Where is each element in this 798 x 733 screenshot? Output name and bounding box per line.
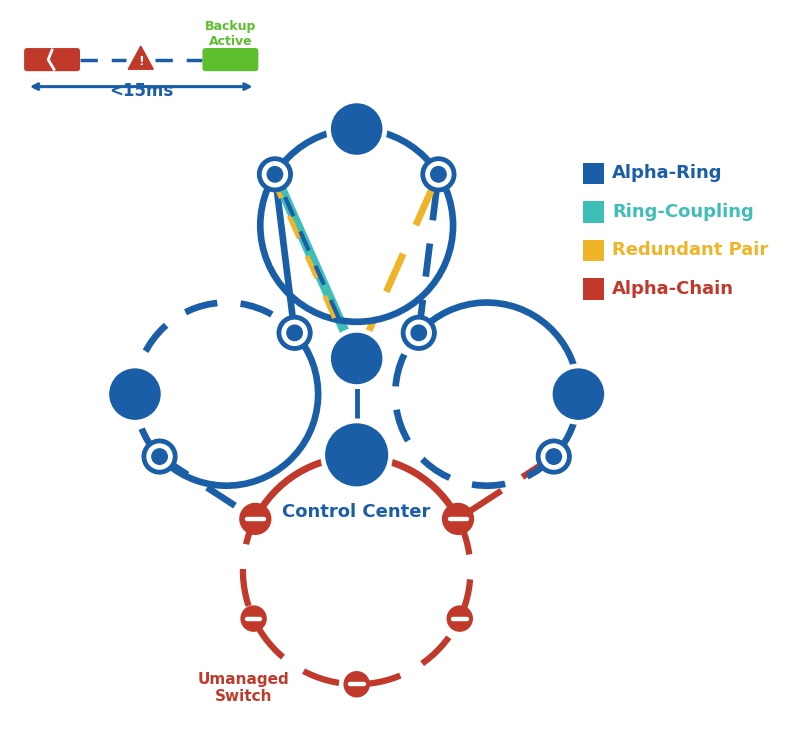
Circle shape (411, 325, 426, 341)
Circle shape (267, 166, 282, 182)
Circle shape (426, 162, 451, 187)
Circle shape (147, 444, 172, 469)
Circle shape (321, 419, 393, 490)
Text: Umanaged
Switch: Umanaged Switch (198, 671, 290, 704)
FancyBboxPatch shape (583, 163, 604, 184)
Circle shape (282, 320, 307, 345)
Circle shape (541, 444, 567, 469)
Text: Alpha-Chain: Alpha-Chain (612, 280, 734, 298)
Circle shape (406, 320, 431, 345)
Circle shape (344, 671, 369, 697)
Circle shape (546, 449, 562, 464)
Circle shape (110, 369, 160, 419)
Text: <15ms: <15ms (109, 82, 173, 100)
Circle shape (152, 449, 168, 464)
Text: Control Center: Control Center (282, 503, 431, 521)
Circle shape (263, 162, 287, 187)
Circle shape (431, 166, 446, 182)
Circle shape (277, 315, 312, 350)
Circle shape (327, 328, 386, 388)
Circle shape (548, 364, 608, 424)
Circle shape (443, 504, 473, 534)
Circle shape (421, 157, 456, 192)
FancyBboxPatch shape (24, 48, 80, 71)
Circle shape (536, 439, 571, 474)
Circle shape (553, 369, 603, 419)
Circle shape (327, 99, 386, 159)
Circle shape (240, 504, 271, 534)
Circle shape (326, 424, 388, 486)
Text: Ring-Coupling: Ring-Coupling (612, 203, 754, 221)
FancyBboxPatch shape (583, 240, 604, 261)
Polygon shape (128, 46, 153, 69)
Circle shape (447, 606, 472, 631)
Circle shape (258, 157, 292, 192)
Circle shape (401, 315, 436, 350)
Circle shape (105, 364, 165, 424)
Text: Redundant Pair: Redundant Pair (612, 241, 768, 259)
FancyBboxPatch shape (203, 48, 259, 71)
FancyBboxPatch shape (583, 279, 604, 300)
Circle shape (142, 439, 177, 474)
FancyBboxPatch shape (583, 202, 604, 223)
Circle shape (241, 606, 266, 631)
Text: Alpha-Ring: Alpha-Ring (612, 164, 723, 183)
Circle shape (332, 104, 381, 154)
Text: !: ! (138, 55, 144, 68)
Circle shape (332, 334, 381, 383)
Circle shape (286, 325, 302, 341)
Text: Backup
Active: Backup Active (205, 20, 256, 48)
